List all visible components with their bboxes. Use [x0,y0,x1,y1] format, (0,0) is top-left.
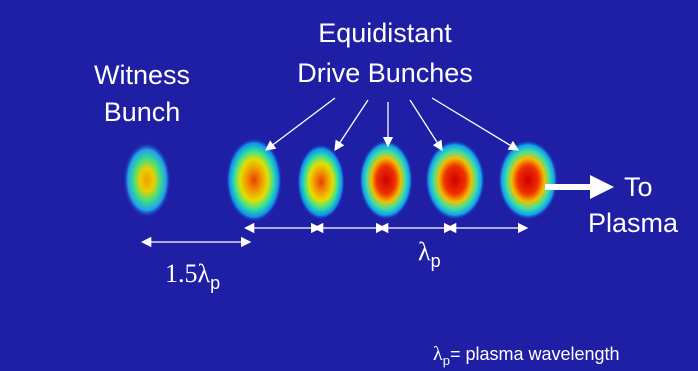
pointer-arrow [410,100,442,150]
legend-subscript: p [443,353,450,368]
period-label: λp [418,237,441,271]
period-text: λ [418,237,431,266]
pointer-arrow [266,98,335,150]
legend-text: = plasma wavelength [450,344,620,364]
spacing-subscript: p [210,273,220,293]
title-line: Equidistant [318,18,452,48]
diagram: Equidistant Drive Bunches Witness Bunch … [0,0,698,371]
pointer-arrow [432,98,518,150]
destination-label: To [624,172,653,202]
page: {"title": {"line1": "Equidistant", "line… [0,0,698,371]
legend-symbol: λ [433,343,443,365]
title-line: Drive Bunches [297,58,473,88]
drive-bunch [359,140,413,220]
drive-bunch [425,140,485,220]
witness-label: Witness [94,60,190,90]
drive-bunch [226,138,282,222]
drive-bunch [498,140,558,220]
witness-label: Bunch [104,97,181,127]
drive-bunch [297,144,345,220]
spacing-label: 1.5λp [165,259,220,293]
destination-label: Plasma [588,208,679,238]
spacing-text: 1.5λ [165,259,211,288]
period-subscript: p [431,251,441,271]
legend: λp= plasma wavelength [433,343,620,368]
witness-bunch [123,142,171,218]
pointer-arrow [335,100,368,150]
direction-arrowhead [590,175,614,199]
